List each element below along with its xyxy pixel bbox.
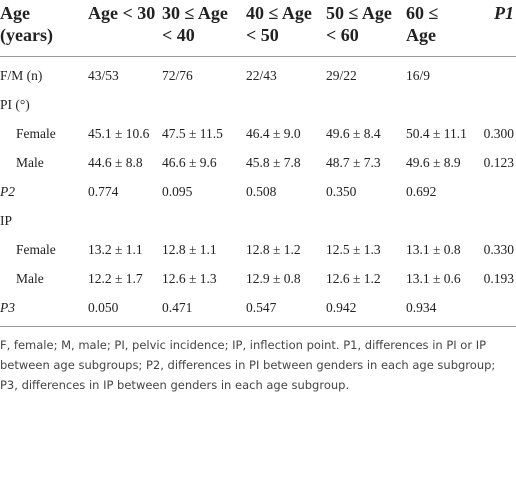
empty-cell: [474, 57, 516, 91]
cell: 0.942: [326, 300, 357, 315]
cell: 12.6 ± 1.2: [326, 271, 381, 286]
empty-cell: [326, 206, 406, 235]
row-label: Female: [16, 126, 56, 141]
cell: 0.123: [483, 155, 514, 170]
cell: 49.6 ± 8.9: [406, 155, 461, 170]
row-label: Female: [16, 242, 56, 257]
cell: 22/43: [246, 68, 277, 83]
cell: 44.6 ± 8.8: [88, 155, 143, 170]
table-row: P3 0.050 0.471 0.547 0.942 0.934: [0, 293, 516, 327]
cell: 0.934: [406, 300, 437, 315]
empty-cell: [406, 90, 474, 119]
cell: 12.9 ± 0.8: [246, 271, 301, 286]
cell: 0.095: [162, 184, 193, 199]
cell: 12.6 ± 1.3: [162, 271, 217, 286]
empty-cell: [88, 90, 162, 119]
footnote: F, female; M, male; PI, pelvic incidence…: [0, 338, 496, 392]
empty-cell: [162, 90, 246, 119]
header-cell: 50 ≤ Age < 60: [326, 3, 392, 45]
cell: 43/53: [88, 68, 119, 83]
cell: 45.1 ± 10.6: [88, 126, 150, 141]
empty-cell: [474, 206, 516, 235]
cell: 48.7 ± 7.3: [326, 155, 381, 170]
cell: 0.350: [326, 184, 357, 199]
cell: 0.300: [483, 126, 514, 141]
cell: 72/76: [162, 68, 193, 83]
row-label: PI (°): [0, 97, 30, 112]
cell: 46.4 ± 9.0: [246, 126, 301, 141]
empty-cell: [474, 90, 516, 119]
empty-cell: [326, 90, 406, 119]
empty-cell: [88, 206, 162, 235]
cell: 0.774: [88, 184, 119, 199]
header-cell: Age (years): [0, 3, 53, 45]
row-label: P2: [0, 184, 15, 199]
table-row: Female 13.2 ± 1.1 12.8 ± 1.1 12.8 ± 1.2 12.5…: [0, 235, 516, 264]
cell: 0.050: [88, 300, 119, 315]
cell: 12.5 ± 1.3: [326, 242, 381, 257]
table-row: Female 45.1 ± 10.6 47.5 ± 11.5 46.4 ± 9.0 49…: [0, 119, 516, 148]
table-row: P2 0.774 0.095 0.508 0.350 0.692: [0, 177, 516, 206]
cell: 13.1 ± 0.8: [406, 242, 461, 257]
cell: 12.8 ± 1.2: [246, 242, 301, 257]
cell: 0.193: [483, 271, 514, 286]
empty-cell: [406, 206, 474, 235]
cell: 12.2 ± 1.7: [88, 271, 143, 286]
header-row: Age (years) Age < 30 30 ≤ Age < 40 40 ≤ Age…: [0, 0, 516, 57]
cell: 29/22: [326, 68, 357, 83]
cell: 50.4 ± 11.1: [406, 126, 467, 141]
cell: 16/9: [406, 68, 431, 83]
table-row: IP: [0, 206, 516, 235]
cell: 0.547: [246, 300, 277, 315]
cell: 13.1 ± 0.6: [406, 271, 461, 286]
row-label: Male: [16, 155, 44, 170]
header-cell: 60 ≤ Age: [406, 3, 439, 45]
cell: 0.508: [246, 184, 277, 199]
cell: 47.5 ± 11.5: [162, 126, 223, 141]
table-row: F/M (n) 43/53 72/76 22/43 29/22 16/9: [0, 57, 516, 91]
cell: 0.471: [162, 300, 193, 315]
row-label: Male: [16, 271, 44, 286]
header-cell: P1: [494, 3, 514, 23]
row-label: F/M (n): [0, 68, 43, 83]
cell: 0.330: [483, 242, 514, 257]
empty-cell: [474, 293, 516, 327]
table-row: PI (°): [0, 90, 516, 119]
empty-cell: [474, 177, 516, 206]
header-cell: Age < 30: [88, 3, 156, 23]
header-cell: 30 ≤ Age < 40: [162, 3, 228, 45]
empty-cell: [162, 206, 246, 235]
data-table: Age (years) Age < 30 30 ≤ Age < 40 40 ≤ Age…: [0, 0, 516, 327]
empty-cell: [246, 90, 326, 119]
cell: 49.6 ± 8.4: [326, 126, 381, 141]
cell: 0.692: [406, 184, 437, 199]
empty-cell: [246, 206, 326, 235]
cell: 46.6 ± 9.6: [162, 155, 217, 170]
row-label: P3: [0, 300, 15, 315]
row-label: IP: [0, 213, 13, 228]
cell: 12.8 ± 1.1: [162, 242, 217, 257]
cell: 13.2 ± 1.1: [88, 242, 143, 257]
table-row: Male 44.6 ± 8.8 46.6 ± 9.6 45.8 ± 7.8 48.7 ±…: [0, 148, 516, 177]
cell: 45.8 ± 7.8: [246, 155, 301, 170]
header-cell: 40 ≤ Age < 50: [246, 3, 312, 45]
table-row: Male 12.2 ± 1.7 12.6 ± 1.3 12.9 ± 0.8 12.6 ±…: [0, 264, 516, 293]
